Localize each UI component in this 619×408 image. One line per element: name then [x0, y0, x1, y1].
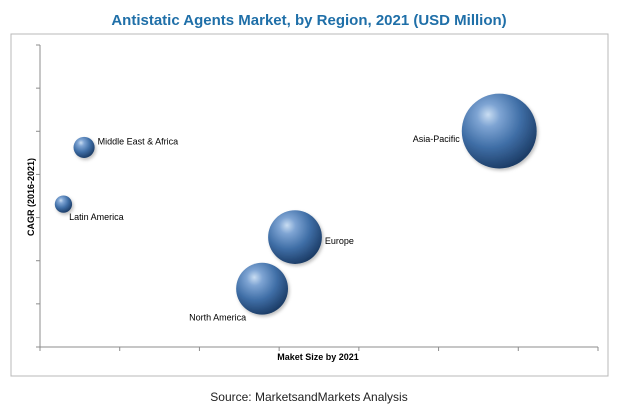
bubble-middle-east-and-africa — [73, 136, 95, 158]
label-north-america: North America — [189, 313, 246, 323]
label-europe: Europe — [325, 236, 354, 246]
label-asia-pacific: Asia-Pacific — [413, 134, 461, 144]
label-latin-america: Latin America — [69, 212, 124, 222]
bubbles — [54, 93, 537, 315]
source-note: Source: MarketsandMarkets Analysis — [210, 390, 407, 404]
chart-title: Antistatic Agents Market, by Region, 202… — [111, 12, 506, 29]
bubble-labels: Middle East & Africa Latin America Asia-Pa… — [69, 134, 460, 323]
axes — [39, 45, 598, 348]
bubble-asia-pacific — [461, 93, 537, 169]
y-axis-label: CAGR (2016-2021) — [26, 158, 36, 236]
label-middle-east-and-africa: Middle East & Africa — [98, 136, 179, 146]
x-axis-label: Maket Size by 2021 — [277, 352, 359, 362]
bubble-north-america — [236, 262, 289, 315]
bubble-latin-america — [54, 195, 73, 213]
bubble-europe — [268, 210, 322, 264]
axis-ticks — [36, 44, 599, 351]
chart-frame — [10, 33, 609, 377]
